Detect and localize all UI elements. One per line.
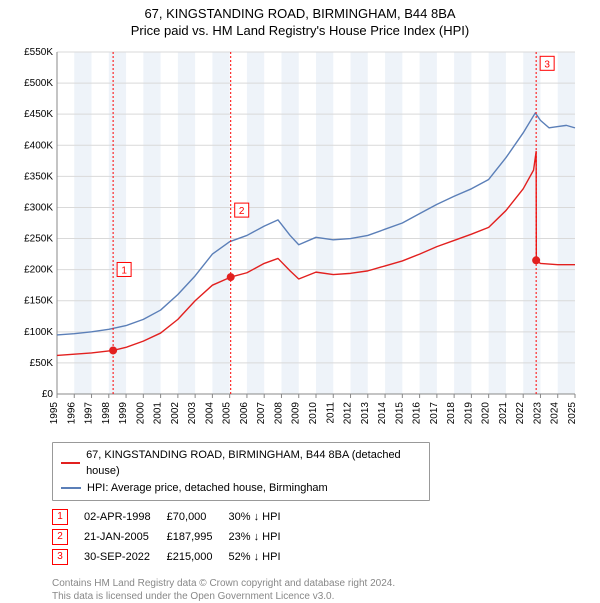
sales-table: 1 02-APR-1998 £70,000 30% ↓ HPI 2 21-JAN…: [52, 507, 590, 567]
sale-marker-icon: 1: [52, 509, 68, 525]
sale-date: 21-JAN-2005: [84, 527, 167, 547]
svg-text:2003: 2003: [187, 401, 198, 424]
table-row: 3 30-SEP-2022 £215,000 52% ↓ HPI: [52, 547, 297, 567]
svg-text:£250K: £250K: [24, 233, 53, 244]
legend: 67, KINGSTANDING ROAD, BIRMINGHAM, B44 8…: [52, 442, 430, 502]
svg-text:2017: 2017: [429, 401, 440, 424]
table-row: 2 21-JAN-2005 £187,995 23% ↓ HPI: [52, 527, 297, 547]
svg-text:£150K: £150K: [24, 296, 53, 307]
svg-text:2014: 2014: [377, 401, 388, 424]
chart-title-line2: Price paid vs. HM Land Registry's House …: [10, 23, 590, 38]
svg-text:2021: 2021: [498, 401, 509, 424]
svg-text:2018: 2018: [446, 401, 457, 424]
svg-text:2: 2: [239, 206, 245, 217]
svg-text:£100K: £100K: [24, 327, 53, 338]
svg-text:1999: 1999: [118, 401, 129, 424]
svg-text:2012: 2012: [343, 401, 354, 424]
svg-text:2004: 2004: [204, 401, 215, 424]
svg-text:£0: £0: [42, 389, 54, 400]
attribution-line: This data is licensed under the Open Gov…: [52, 590, 590, 603]
svg-text:£350K: £350K: [24, 171, 53, 182]
sale-delta: 52% ↓ HPI: [229, 547, 297, 567]
svg-text:£200K: £200K: [24, 265, 53, 276]
svg-text:2000: 2000: [135, 401, 146, 424]
chart-svg: £0 £50K £100K £150K £200K £250K £300K £350K £400…: [15, 44, 585, 436]
sale-delta: 30% ↓ HPI: [229, 507, 297, 527]
svg-text:1995: 1995: [49, 401, 60, 424]
svg-text:1: 1: [121, 265, 127, 276]
legend-row: HPI: Average price, detached house, Birm…: [61, 480, 421, 497]
svg-text:2024: 2024: [550, 401, 561, 424]
svg-text:2008: 2008: [273, 401, 284, 424]
svg-text:£450K: £450K: [24, 109, 53, 120]
svg-text:2015: 2015: [394, 401, 405, 424]
svg-text:1998: 1998: [101, 401, 112, 424]
svg-text:1996: 1996: [66, 401, 77, 424]
legend-swatch-price: [61, 462, 80, 464]
chart-title-line1: 67, KINGSTANDING ROAD, BIRMINGHAM, B44 8…: [10, 6, 590, 23]
svg-text:£300K: £300K: [24, 202, 53, 213]
svg-text:£500K: £500K: [24, 78, 53, 89]
svg-text:2013: 2013: [360, 401, 371, 424]
legend-label: HPI: Average price, detached house, Birm…: [87, 480, 328, 497]
svg-text:2016: 2016: [412, 401, 423, 424]
sale-price: £215,000: [167, 547, 229, 567]
svg-text:2011: 2011: [325, 401, 336, 423]
sale-marker-icon: 2: [52, 529, 68, 545]
svg-text:1997: 1997: [84, 401, 95, 424]
page: 67, KINGSTANDING ROAD, BIRMINGHAM, B44 8…: [0, 0, 600, 590]
svg-text:£50K: £50K: [30, 358, 54, 369]
sale-date: 02-APR-1998: [84, 507, 167, 527]
svg-text:2005: 2005: [222, 401, 233, 424]
svg-text:3: 3: [544, 59, 550, 70]
sale-price: £187,995: [167, 527, 229, 547]
svg-text:£400K: £400K: [24, 140, 53, 151]
svg-text:2010: 2010: [308, 401, 319, 424]
svg-text:£550K: £550K: [24, 47, 53, 58]
svg-text:2022: 2022: [515, 401, 526, 424]
svg-text:2020: 2020: [481, 401, 492, 424]
svg-text:2002: 2002: [170, 401, 181, 424]
table-row: 1 02-APR-1998 £70,000 30% ↓ HPI: [52, 507, 297, 527]
sale-date: 30-SEP-2022: [84, 547, 167, 567]
chart: £0 £50K £100K £150K £200K £250K £300K £350K £400…: [15, 44, 585, 436]
legend-label: 67, KINGSTANDING ROAD, BIRMINGHAM, B44 8…: [86, 447, 421, 480]
svg-text:2006: 2006: [239, 401, 250, 424]
attribution-line: Contains HM Land Registry data © Crown c…: [52, 577, 590, 590]
svg-text:2025: 2025: [567, 401, 578, 424]
svg-text:2001: 2001: [153, 401, 164, 424]
attribution: Contains HM Land Registry data © Crown c…: [52, 577, 590, 603]
svg-text:2007: 2007: [256, 401, 267, 424]
legend-swatch-hpi: [61, 487, 81, 489]
svg-text:2019: 2019: [463, 401, 474, 424]
svg-text:2023: 2023: [532, 401, 543, 424]
sale-price: £70,000: [167, 507, 229, 527]
legend-row: 67, KINGSTANDING ROAD, BIRMINGHAM, B44 8…: [61, 447, 421, 480]
sale-delta: 23% ↓ HPI: [229, 527, 297, 547]
svg-text:2009: 2009: [291, 401, 302, 424]
sale-marker-icon: 3: [52, 549, 68, 565]
